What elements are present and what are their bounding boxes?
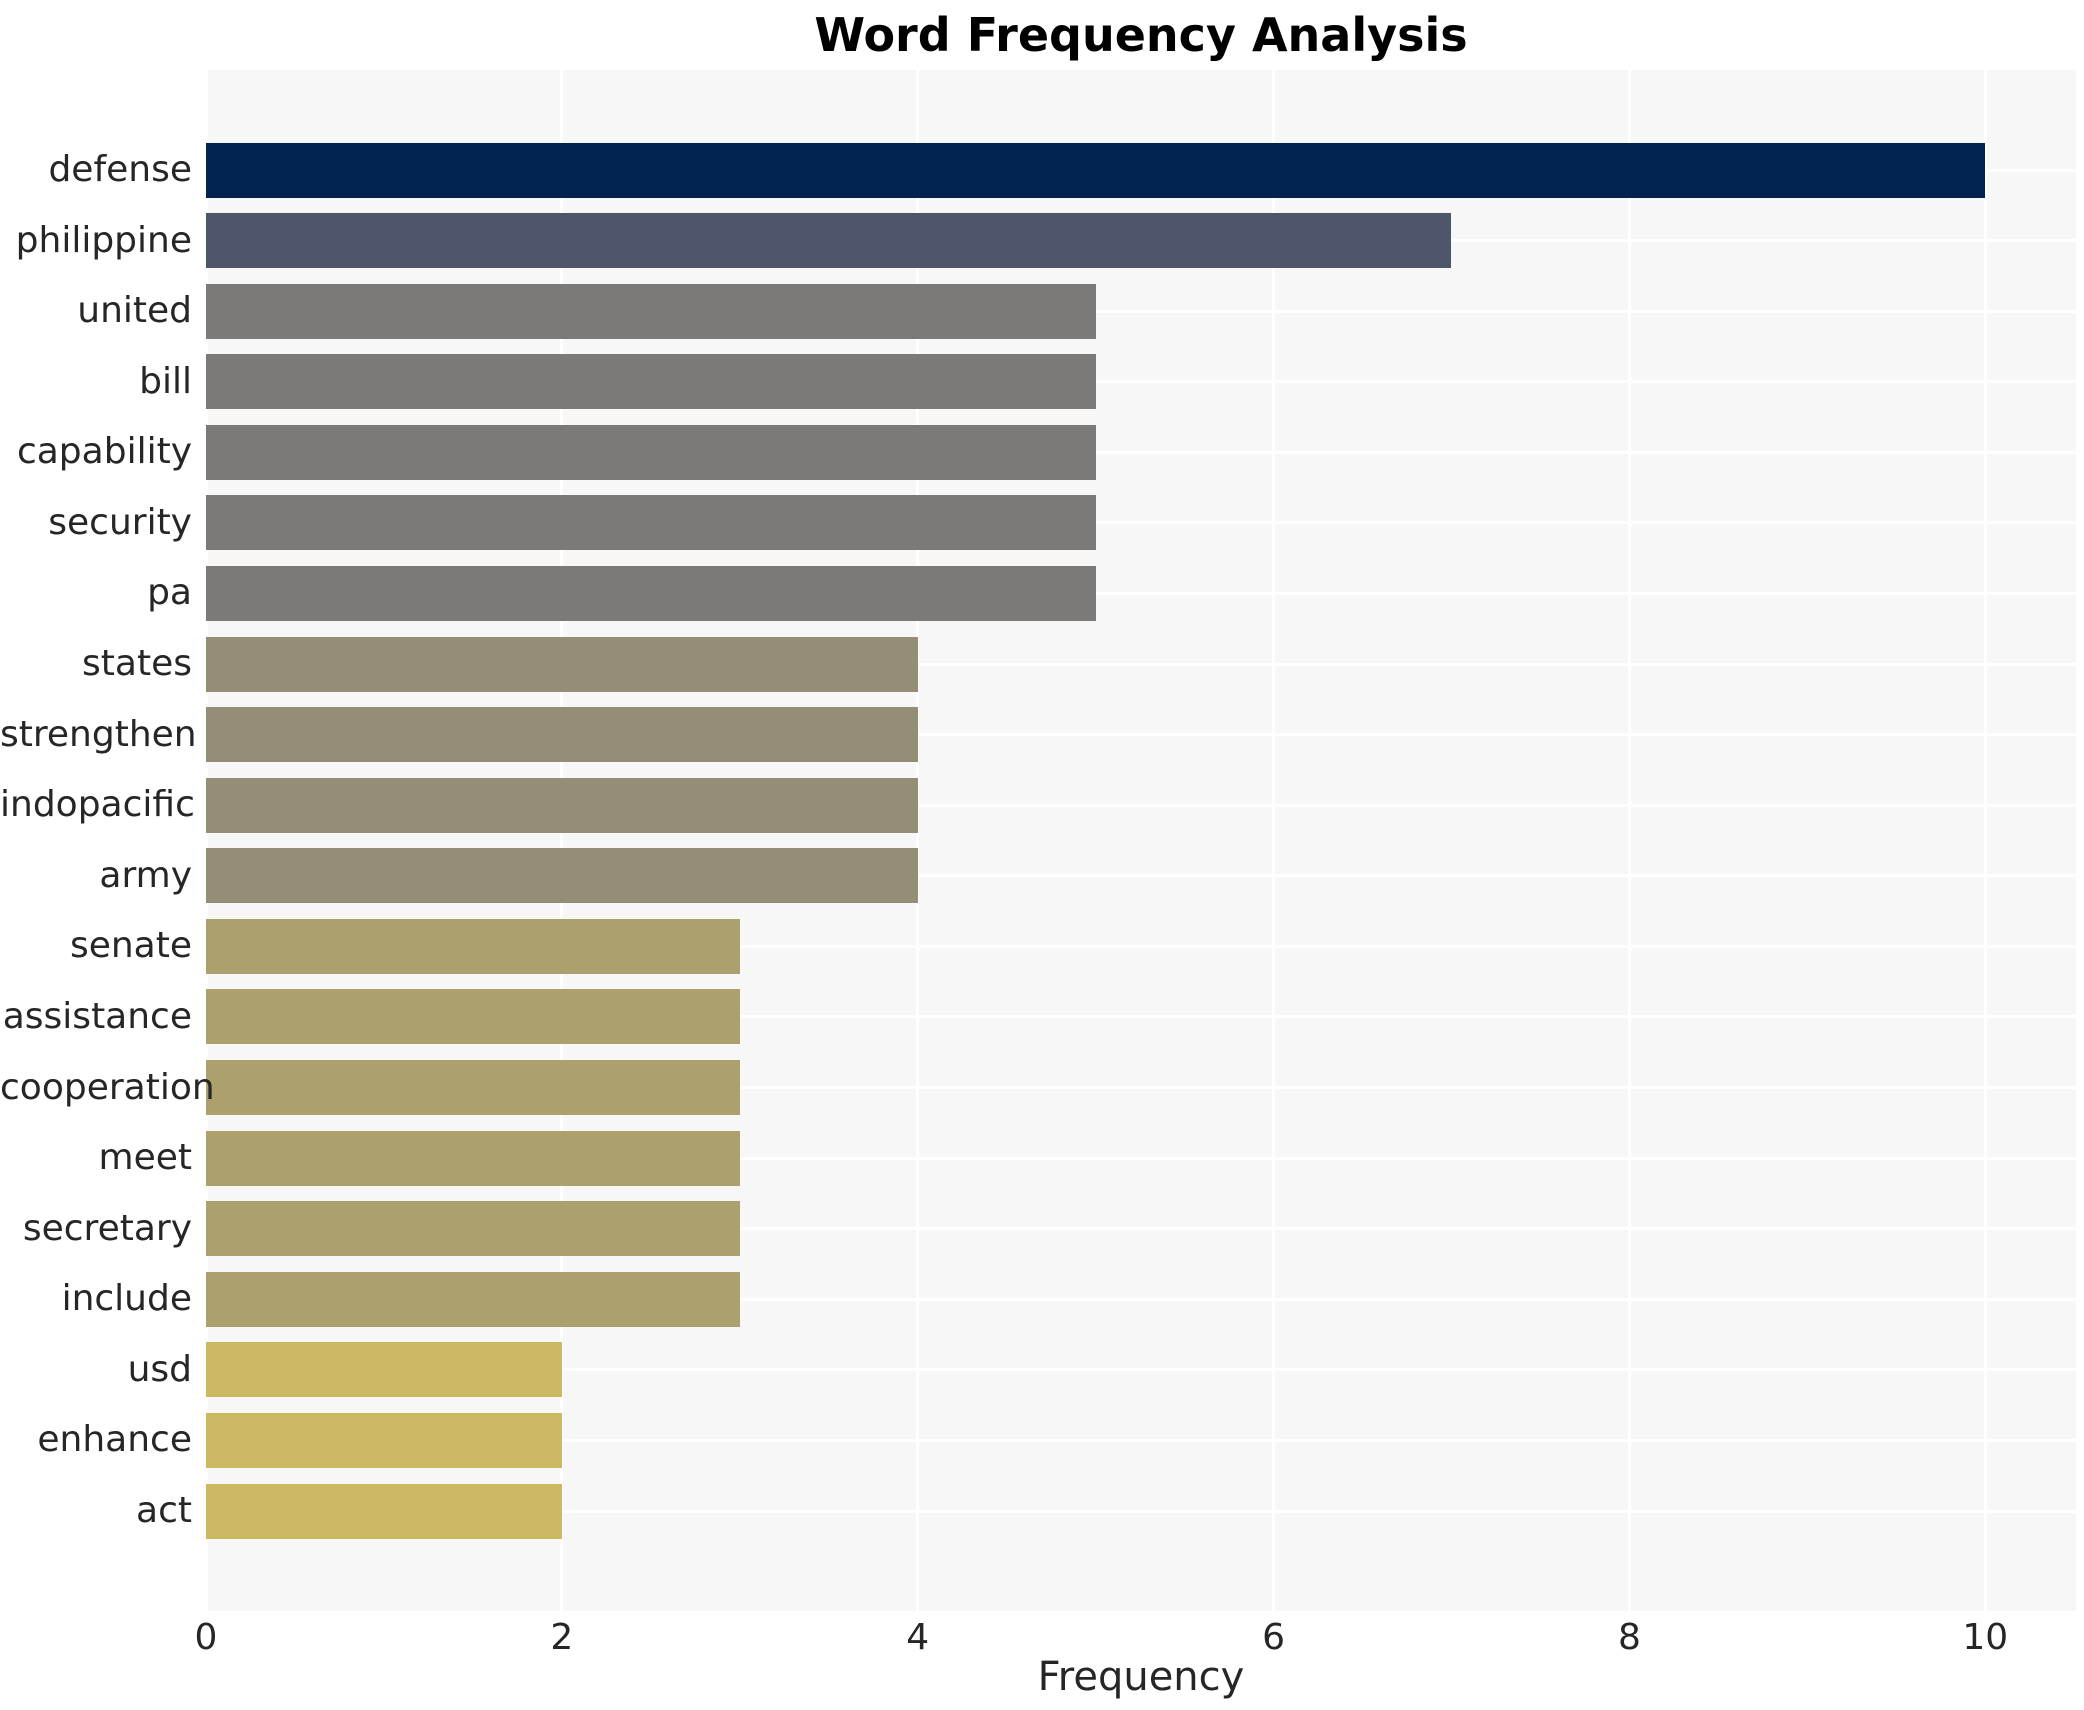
gridline-vertical (1272, 70, 1276, 1611)
gridline-vertical (204, 70, 208, 1611)
bar-include (206, 1271, 740, 1327)
gridline-vertical (560, 70, 564, 1611)
y-axis-label: senate (69, 925, 192, 967)
bar-indopacific (206, 777, 918, 833)
x-axis-title: Frequency (1037, 1654, 1245, 1700)
bar-usd (206, 1342, 562, 1398)
gridline-horizontal (206, 1438, 2076, 1442)
bar-senate (206, 918, 740, 974)
gridline-horizontal (206, 1368, 2076, 1372)
y-axis-label: defense (48, 149, 192, 190)
gridline-horizontal (206, 944, 2076, 948)
y-axis-label: army (99, 854, 192, 896)
x-tick-label: 8 (1617, 1617, 1641, 1658)
bar-states (206, 636, 918, 692)
y-axis-label: include (61, 1278, 192, 1320)
gridline-horizontal (206, 733, 2076, 737)
gridline-horizontal (206, 1015, 2076, 1019)
gridline-horizontal (206, 1086, 2076, 1090)
gridline-vertical (916, 70, 920, 1611)
x-axis-ticks: 0 2 4 6 8 10 (195, 1616, 2076, 1660)
y-axis-label: security (48, 501, 192, 543)
bar-bill (206, 354, 1096, 410)
bar-security (206, 495, 1096, 551)
y-axis-label: united (77, 290, 192, 332)
bar-act (206, 1483, 562, 1539)
gridline-horizontal (206, 1156, 2076, 1160)
bar-strengthen (206, 707, 918, 763)
y-axis-label: strengthen (0, 713, 197, 755)
y-axis-label: enhance (37, 1419, 192, 1461)
gridline-vertical (1983, 70, 1987, 1611)
gridline-horizontal (206, 380, 2076, 384)
x-tick-label: 2 (550, 1617, 574, 1658)
gridline-horizontal (206, 591, 2076, 595)
y-axis-label: secretary (22, 1207, 192, 1249)
bar-defense (206, 142, 1986, 198)
x-tick-label: 4 (906, 1617, 930, 1658)
gridline-horizontal (206, 662, 2076, 666)
gridline-horizontal (206, 1297, 2076, 1301)
gridline-horizontal (206, 1227, 2076, 1231)
y-axis-labels: defense philippine united bill capability sec… (0, 70, 215, 1611)
y-axis-label: philippine (15, 219, 192, 261)
gridline-vertical (1627, 70, 1631, 1611)
bar-enhance (206, 1412, 562, 1468)
bar-secretary (206, 1201, 740, 1257)
y-axis-label: states (82, 643, 192, 685)
gridline-horizontal (206, 1509, 2076, 1513)
bar-pa (206, 565, 1096, 621)
y-axis-label: bill (139, 360, 192, 402)
y-axis-label: pa (147, 572, 192, 614)
bar-united (206, 283, 1096, 339)
x-tick-label: 0 (194, 1617, 218, 1658)
x-tick-label: 10 (1962, 1617, 2009, 1658)
y-axis-label: indopacific (0, 784, 195, 826)
y-axis-label: cooperation (0, 1066, 215, 1108)
y-axis-label: assistance (2, 995, 192, 1037)
chart-title: Word Frequency Analysis (814, 8, 1468, 62)
gridline-horizontal (206, 309, 2076, 313)
gridline-horizontal (206, 450, 2076, 454)
gridline-horizontal (206, 803, 2076, 807)
bar-army (206, 848, 918, 904)
x-tick-label: 6 (1262, 1617, 1285, 1658)
plot-area (204, 70, 2076, 1611)
y-axis-label: usd (127, 1348, 192, 1390)
bar-assistance (206, 989, 740, 1045)
bar-cooperation (206, 1060, 740, 1116)
bar-capability (206, 424, 1096, 480)
y-axis-label: meet (98, 1137, 192, 1179)
y-axis-label: act (136, 1490, 192, 1531)
bar-meet (206, 1130, 740, 1186)
gridline-horizontal (206, 874, 2076, 878)
y-axis-label: capability (16, 431, 192, 473)
bar-philippine (206, 213, 1452, 269)
gridline-horizontal (206, 521, 2076, 525)
